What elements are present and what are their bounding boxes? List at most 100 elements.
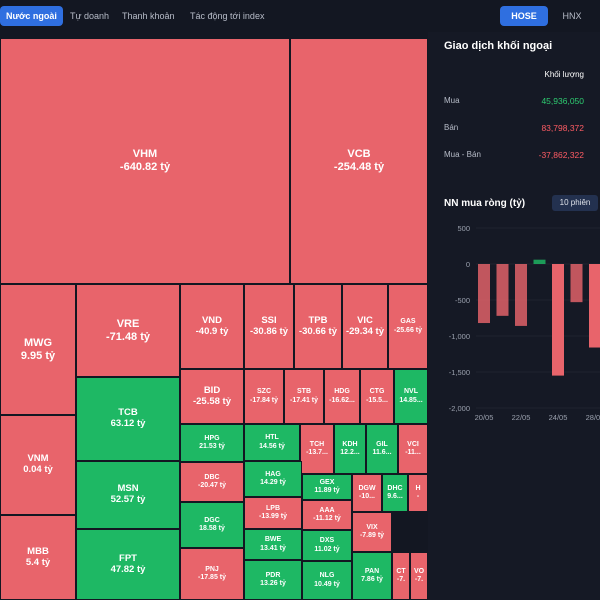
treemap-cell-h[interactable]: H-: [408, 474, 428, 512]
treemap-cell-hag[interactable]: HAG 14.29 tỷ: [244, 461, 302, 497]
treemap-cell-hdg[interactable]: HDG -16.62...: [324, 369, 360, 424]
treemap-cell-vo[interactable]: VO -7.: [410, 552, 428, 600]
treemap-cell-pan[interactable]: PAN 7.86 tỷ: [352, 552, 392, 600]
treemap-cell-gil[interactable]: GIL 11.6...: [366, 424, 398, 474]
cell-value: 5.4 tỷ: [25, 556, 51, 568]
treemap-cell-tpb[interactable]: TPB -30.66 tỷ: [294, 284, 342, 369]
treemap-cell-dgc[interactable]: DGC 18.58 tỷ: [180, 502, 244, 548]
cell-value: -30.86 tỷ: [249, 325, 289, 337]
sell-label: Bán: [444, 123, 459, 132]
cell-ticker: HTL: [265, 434, 279, 442]
cell-ticker: DXS: [319, 537, 335, 545]
treemap-cell-lpb[interactable]: LPB -13.99 tỷ: [244, 497, 302, 529]
treemap-cell-kdh[interactable]: KDH 12.2...: [334, 424, 366, 474]
cell-value: -25.66 tỷ: [393, 326, 423, 334]
treemap-cell-vci[interactable]: VCI -11...: [398, 424, 428, 474]
cell-ticker: GAS: [400, 318, 416, 326]
treemap-cell-pnj[interactable]: PNJ -17.85 tỷ: [180, 548, 244, 600]
treemap-cell-dbc[interactable]: DBC -20.47 tỷ: [180, 462, 244, 502]
treemap-cell-bid[interactable]: BID -25.58 tỷ: [180, 369, 244, 424]
treemap-cell-msn[interactable]: MSN 52.57 tỷ: [76, 461, 180, 529]
treemap-cell-htl[interactable]: HTL 14.56 tỷ: [244, 424, 300, 461]
treemap-cell-bwe[interactable]: BWE 13.41 tỷ: [244, 529, 302, 560]
net-buy-bar[interactable]: [478, 264, 490, 324]
treemap-cell-gex[interactable]: GEX 11.89 tỷ: [302, 474, 352, 500]
cell-value: -11.12 tỷ: [313, 515, 341, 522]
treemap-cell-vix[interactable]: VIX -7.89 tỷ: [352, 512, 392, 552]
cell-value: -71.48 tỷ: [105, 330, 151, 343]
tab-liquidity[interactable]: Thanh khoản: [122, 11, 175, 21]
cell-ticker: SSI: [261, 314, 277, 326]
cell-ticker: VHM: [132, 148, 158, 161]
treemap-cell-ctg[interactable]: CTG -15.5...: [360, 369, 394, 424]
treemap-cell-dxs[interactable]: DXS 11.02 tỷ: [302, 530, 352, 561]
cell-value: 47.82 tỷ: [110, 563, 146, 575]
cell-value: 18.58 tỷ: [199, 525, 225, 532]
treemap-cell-dhc[interactable]: DHC 9.6...: [382, 474, 408, 512]
cell-value: 21.53 tỷ: [199, 443, 225, 450]
treemap-cell-ssi[interactable]: SSI -30.86 tỷ: [244, 284, 294, 369]
cell-ticker: CTG: [369, 388, 385, 396]
cell-ticker: MBB: [27, 545, 49, 557]
treemap-cell-szc[interactable]: SZC -17.84 tỷ: [244, 369, 284, 424]
x-tick-label: 20/05: [475, 413, 494, 422]
treemap-cell-vre[interactable]: VRE -71.48 tỷ: [76, 284, 180, 377]
treemap-cell-vcb[interactable]: VCB -254.48 tỷ: [290, 38, 428, 284]
cell-ticker: MSN: [117, 483, 139, 495]
cell-ticker: NLG: [319, 572, 335, 580]
cell-ticker: DBC: [204, 473, 220, 481]
treemap-cell-mbb[interactable]: MBB 5.4 tỷ: [0, 515, 76, 600]
treemap-cell-pdr[interactable]: PDR 13.26 tỷ: [244, 560, 302, 600]
treemap-cell-mwg[interactable]: MWG 9.95 tỷ: [0, 284, 76, 415]
period-select[interactable]: 10 phiên: [552, 195, 598, 211]
net-buy-bar[interactable]: [515, 264, 527, 326]
market-hose-button[interactable]: HOSE: [500, 6, 548, 26]
x-tick-label: 24/05: [549, 413, 568, 422]
cell-ticker: TCB: [118, 407, 138, 419]
treemap-cell-fpt[interactable]: FPT 47.82 tỷ: [76, 529, 180, 600]
cell-ticker: HAG: [265, 470, 281, 478]
treemap-cell-hpg[interactable]: HPG 21.53 tỷ: [180, 424, 244, 462]
treemap-cell-gas[interactable]: GAS -25.66 tỷ: [388, 284, 428, 369]
cell-value: -40.9 tỷ: [195, 325, 229, 337]
foreign-trade-panel: Giao dịch khối ngoại Khối lượng Mua 45,9…: [428, 32, 600, 600]
cell-ticker: FPT: [119, 552, 137, 564]
y-tick-label: -2,000: [449, 404, 470, 413]
treemap-cell-tcb[interactable]: TCB 63.12 tỷ: [76, 377, 180, 461]
cell-value: 14.29 tỷ: [260, 479, 286, 486]
cell-ticker: NVL: [404, 388, 418, 396]
net-buy-bar[interactable]: [533, 259, 546, 264]
treemap-cell-vnm[interactable]: VNM 0.04 tỷ: [0, 415, 76, 515]
treemap-cell-nlg[interactable]: NLG 10.49 tỷ: [302, 561, 352, 600]
treemap-cell-stb[interactable]: STB -17.41 tỷ: [284, 369, 324, 424]
cell-value: 11.02 tỷ: [314, 545, 340, 553]
x-tick-label: 28/05: [586, 413, 600, 422]
cell-ticker: MWG: [23, 336, 53, 349]
treemap-cell-vnd[interactable]: VND -40.9 tỷ: [180, 284, 244, 369]
treemap-cell-vic[interactable]: VIC -29.34 tỷ: [342, 284, 388, 369]
cell-value: 13.41 tỷ: [260, 544, 286, 552]
tab-proprietary[interactable]: Tự doanh: [70, 11, 110, 21]
treemap-cell-dgw[interactable]: DGW -10...: [352, 474, 382, 512]
net-buy-bar[interactable]: [552, 264, 564, 376]
treemap-cell-vhm[interactable]: VHM -640.82 tỷ: [0, 38, 290, 284]
treemap-cell-tch[interactable]: TCH -13.7...: [300, 424, 334, 474]
cell-ticker: TPB: [308, 314, 328, 326]
cell-ticker: PDR: [265, 571, 281, 579]
market-hnx-button[interactable]: HNX: [562, 11, 582, 21]
cell-ticker: VND: [201, 314, 223, 326]
tab-index-impact[interactable]: Tác động tới index: [190, 11, 265, 21]
treemap-cell-aaa[interactable]: AAA -11.12 tỷ: [302, 500, 352, 530]
treemap-cell-ct[interactable]: CT -7.: [392, 552, 410, 600]
net-buy-bar[interactable]: [570, 264, 583, 303]
treemap-cell-nvl[interactable]: NVL 14.85...: [394, 369, 428, 424]
cell-value: -7.: [414, 576, 424, 583]
cell-ticker: VO: [413, 567, 425, 575]
net-buy-bar[interactable]: [589, 264, 600, 348]
net-buy-bar[interactable]: [496, 264, 509, 316]
cell-ticker: VRE: [116, 317, 140, 330]
cell-value: -11...: [405, 449, 421, 456]
cell-ticker: BWE: [264, 536, 282, 544]
tab-foreign[interactable]: Nước ngoài: [0, 6, 63, 26]
cell-ticker: H: [415, 484, 421, 492]
